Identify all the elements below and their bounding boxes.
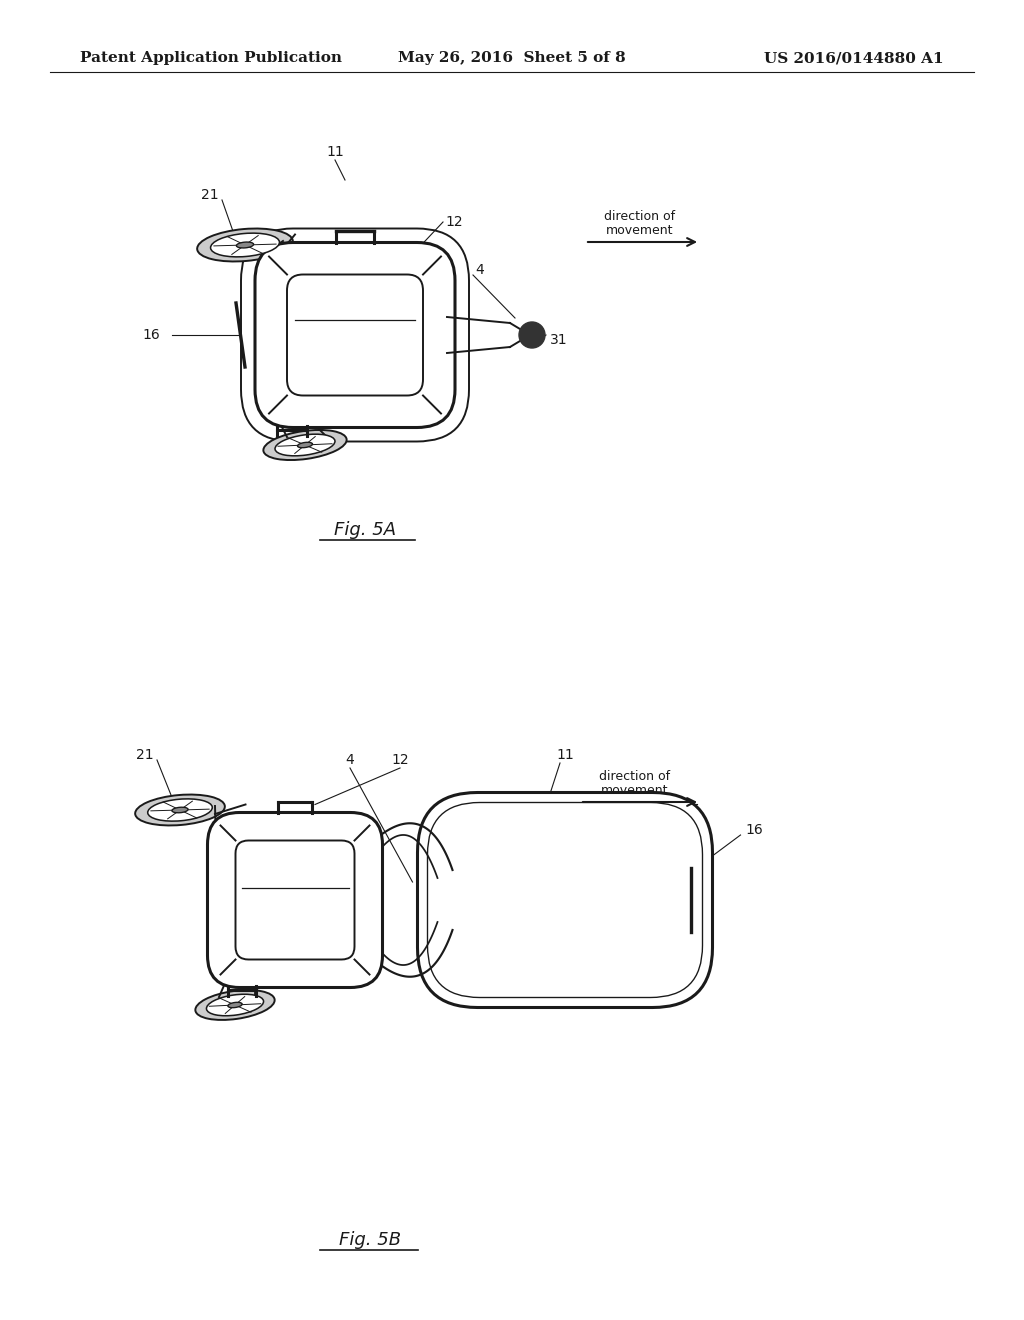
Ellipse shape	[135, 795, 225, 825]
FancyBboxPatch shape	[208, 813, 383, 987]
Ellipse shape	[196, 990, 274, 1020]
Ellipse shape	[263, 430, 347, 461]
FancyBboxPatch shape	[236, 841, 354, 960]
Text: 16: 16	[142, 327, 160, 342]
FancyBboxPatch shape	[255, 243, 455, 428]
Text: 21: 21	[201, 187, 219, 202]
FancyBboxPatch shape	[418, 792, 713, 1007]
Ellipse shape	[207, 994, 263, 1016]
Text: Patent Application Publication: Patent Application Publication	[80, 51, 342, 65]
Ellipse shape	[198, 228, 293, 261]
Text: 11: 11	[326, 145, 344, 158]
Text: 12: 12	[445, 215, 463, 228]
Text: 4: 4	[346, 752, 354, 767]
FancyBboxPatch shape	[287, 275, 423, 396]
Text: 31: 31	[550, 333, 567, 347]
Circle shape	[519, 322, 545, 348]
Text: 4: 4	[475, 263, 483, 277]
Text: movement: movement	[601, 784, 669, 797]
Text: 12: 12	[391, 752, 409, 767]
Ellipse shape	[237, 242, 254, 248]
Text: US 2016/0144880 A1: US 2016/0144880 A1	[764, 51, 944, 65]
Text: direction of: direction of	[599, 770, 671, 783]
Text: direction of: direction of	[604, 210, 676, 223]
Text: 21: 21	[136, 748, 154, 762]
Ellipse shape	[172, 808, 188, 813]
Text: 16: 16	[745, 822, 763, 837]
Text: Fig. 5B: Fig. 5B	[339, 1232, 401, 1249]
Ellipse shape	[275, 434, 335, 455]
Ellipse shape	[211, 234, 280, 257]
Text: Fig. 5A: Fig. 5A	[334, 521, 396, 539]
Text: 11: 11	[556, 748, 573, 762]
Text: movement: movement	[606, 224, 674, 238]
Ellipse shape	[228, 1002, 242, 1007]
Ellipse shape	[298, 442, 312, 447]
Ellipse shape	[147, 799, 212, 821]
Text: May 26, 2016  Sheet 5 of 8: May 26, 2016 Sheet 5 of 8	[398, 51, 626, 65]
